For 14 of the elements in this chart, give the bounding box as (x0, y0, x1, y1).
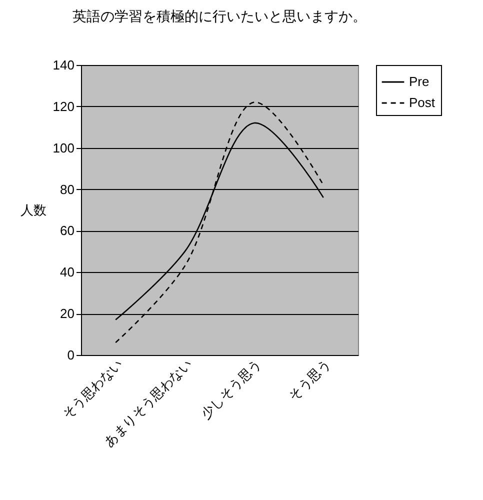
y-tick-label: 40 (60, 264, 74, 280)
y-tick-label: 80 (60, 182, 74, 197)
legend-label: Post (409, 95, 436, 110)
y-tick-label: 140 (52, 58, 74, 72)
y-tick-label: 100 (52, 140, 74, 156)
x-tick-label: そう思う (286, 356, 334, 404)
x-tick-label: 少しそう思う (198, 356, 264, 422)
y-axis-title: 人数 (20, 202, 46, 218)
chart-title: 英語の学習を積極的に行いたいと思いますか。 (72, 8, 366, 24)
y-tick-label: 60 (60, 223, 74, 238)
legend-label: Pre (409, 74, 430, 89)
y-tick-label: 20 (60, 306, 74, 322)
y-tick-label: 120 (52, 98, 74, 114)
y-tick-label: 0 (67, 348, 74, 362)
